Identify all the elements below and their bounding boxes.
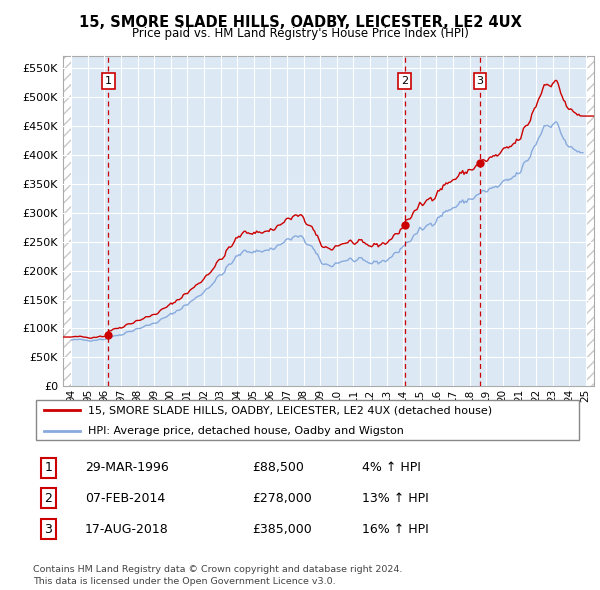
Text: This data is licensed under the Open Government Licence v3.0.: This data is licensed under the Open Gov…: [33, 577, 335, 586]
Bar: [63, 56, 71, 386]
Text: 3: 3: [476, 76, 484, 86]
Bar: [586, 56, 594, 386]
Text: 15, SMORE SLADE HILLS, OADBY, LEICESTER, LE2 4UX: 15, SMORE SLADE HILLS, OADBY, LEICESTER,…: [79, 15, 521, 30]
Text: 15, SMORE SLADE HILLS, OADBY, LEICESTER, LE2 4UX (detached house): 15, SMORE SLADE HILLS, OADBY, LEICESTER,…: [88, 405, 492, 415]
Text: 2: 2: [44, 492, 52, 505]
Text: 29-MAR-1996: 29-MAR-1996: [85, 461, 169, 474]
Text: 17-AUG-2018: 17-AUG-2018: [85, 523, 169, 536]
Text: £278,000: £278,000: [253, 492, 313, 505]
Text: 16% ↑ HPI: 16% ↑ HPI: [362, 523, 429, 536]
Text: 3: 3: [44, 523, 52, 536]
Text: Price paid vs. HM Land Registry's House Price Index (HPI): Price paid vs. HM Land Registry's House …: [131, 27, 469, 40]
FancyBboxPatch shape: [36, 401, 579, 440]
Text: £88,500: £88,500: [253, 461, 304, 474]
Text: £385,000: £385,000: [253, 523, 313, 536]
Text: HPI: Average price, detached house, Oadby and Wigston: HPI: Average price, detached house, Oadb…: [88, 427, 404, 437]
Text: 1: 1: [44, 461, 52, 474]
Text: 4% ↑ HPI: 4% ↑ HPI: [362, 461, 421, 474]
Text: Contains HM Land Registry data © Crown copyright and database right 2024.: Contains HM Land Registry data © Crown c…: [33, 565, 403, 574]
Text: 13% ↑ HPI: 13% ↑ HPI: [362, 492, 429, 505]
Text: 1: 1: [105, 76, 112, 86]
Text: 2: 2: [401, 76, 408, 86]
Text: 07-FEB-2014: 07-FEB-2014: [85, 492, 166, 505]
